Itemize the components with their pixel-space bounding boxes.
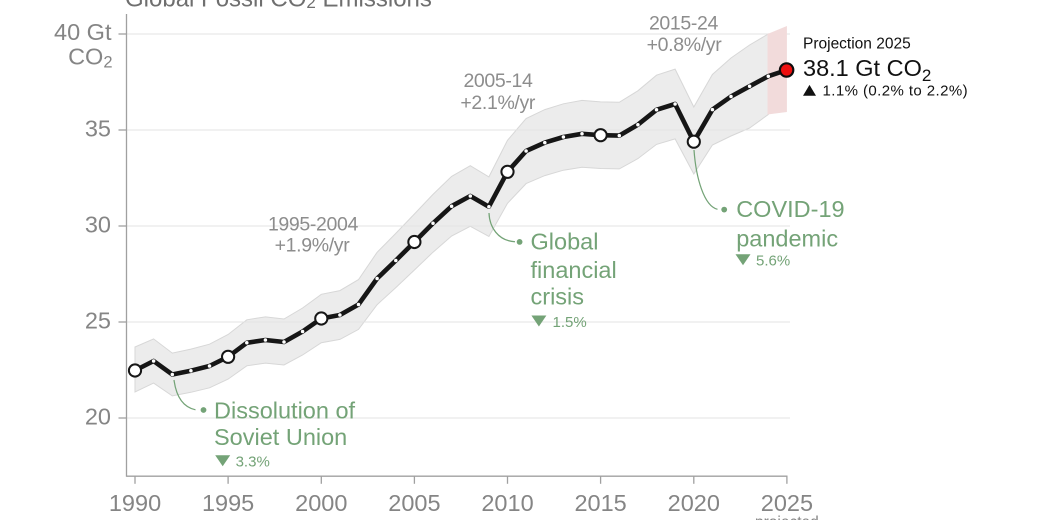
svg-text:30: 30 [85, 211, 111, 237]
svg-text:25: 25 [85, 307, 111, 333]
svg-text:1.1% (0.2% to 2.2%): 1.1% (0.2% to 2.2%) [823, 83, 969, 100]
svg-text:2000: 2000 [295, 490, 347, 516]
svg-text:2005-14: 2005-14 [463, 70, 533, 92]
svg-text:+0.8%/yr: +0.8%/yr [647, 34, 723, 56]
svg-text:Soviet Union: Soviet Union [214, 424, 347, 450]
svg-text:Global: Global [531, 229, 599, 255]
svg-text:+2.1%/yr: +2.1%/yr [460, 92, 536, 114]
svg-text:projected: projected [755, 514, 819, 520]
svg-text:38.1 Gt CO2: 38.1 Gt CO2 [803, 55, 931, 85]
svg-text:Projection 2025: Projection 2025 [803, 36, 911, 53]
svg-text:2005: 2005 [388, 490, 440, 516]
svg-text:1.5%: 1.5% [553, 314, 587, 331]
svg-text:crisis: crisis [531, 284, 585, 310]
svg-text:20: 20 [85, 403, 111, 429]
svg-text:financial: financial [531, 257, 617, 283]
svg-text:1995: 1995 [202, 490, 254, 516]
svg-text:pandemic: pandemic [736, 225, 838, 251]
svg-text:Dissolution of: Dissolution of [214, 397, 356, 423]
svg-text:3.3%: 3.3% [236, 453, 270, 470]
svg-text:1990: 1990 [109, 490, 161, 516]
svg-text:+1.9%/yr: +1.9%/yr [275, 235, 351, 257]
svg-text:2025: 2025 [761, 490, 813, 516]
svg-text:35: 35 [85, 115, 111, 141]
svg-text:2010: 2010 [481, 490, 533, 516]
svg-text:2020: 2020 [668, 490, 720, 516]
svg-text:2015: 2015 [574, 490, 626, 516]
svg-text:40 Gt: 40 Gt [54, 19, 112, 45]
svg-text:2015-24: 2015-24 [649, 13, 719, 35]
svg-text:1995-2004: 1995-2004 [268, 214, 359, 236]
svg-text:5.6%: 5.6% [756, 252, 790, 269]
svg-text:COVID-19: COVID-19 [736, 196, 844, 222]
svg-text:Global Fossil CO2 Emissions: Global Fossil CO2 Emissions [125, 0, 432, 13]
